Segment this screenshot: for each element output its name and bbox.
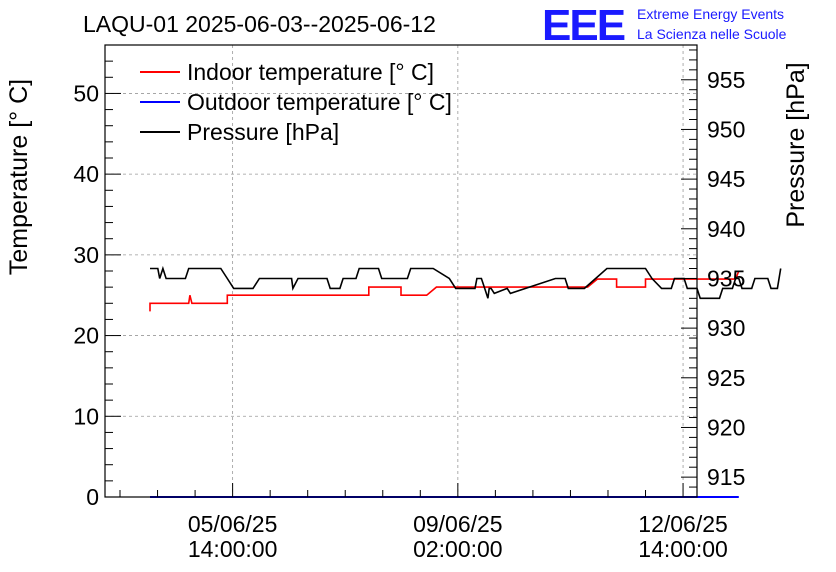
left-tick-label: 20 xyxy=(73,323,99,349)
eee-logo-mark: EEE xyxy=(542,1,625,50)
left-tick-label: 30 xyxy=(73,242,99,268)
x-tick-date: 05/06/25 xyxy=(188,511,278,537)
right-tick-label: 945 xyxy=(707,166,745,192)
right-axis-label: Pressure [hPa] xyxy=(782,62,810,227)
legend-label-0: Indoor temperature [° C] xyxy=(187,59,434,85)
right-tick-label: 935 xyxy=(707,265,745,291)
legend-label-1: Outdoor temperature [° C] xyxy=(187,89,452,115)
series xyxy=(149,265,782,498)
left-tick-label: 10 xyxy=(73,403,99,429)
x-tick-date: 09/06/25 xyxy=(413,511,503,537)
right-tick-label: 925 xyxy=(707,365,745,391)
legend: Indoor temperature [° C] Outdoor temperat… xyxy=(140,59,452,145)
eee-logo-line1: Extreme Energy Events xyxy=(637,6,784,22)
right-tick-label: 940 xyxy=(707,216,745,242)
chart-title: LAQU-01 2025-06-03--2025-06-12 xyxy=(83,11,436,37)
x-tick-date: 12/06/25 xyxy=(638,511,728,537)
x-tick-time: 14:00:00 xyxy=(188,536,278,562)
right-tick-label: 920 xyxy=(707,414,745,440)
x-tick-time: 14:00:00 xyxy=(638,536,728,562)
right-tick-label: 915 xyxy=(707,464,745,490)
right-tick-label: 930 xyxy=(707,315,745,341)
right-tick-label: 950 xyxy=(707,116,745,142)
grid xyxy=(105,45,697,497)
left-tick-label: 40 xyxy=(73,161,99,187)
series-line-2 xyxy=(150,265,782,300)
left-tick-label: 50 xyxy=(73,80,99,106)
eee-logo-line2: La Scienza nelle Scuole xyxy=(637,26,787,42)
eee-logo: EEE Extreme Energy Events La Scienza nel… xyxy=(542,1,787,50)
right-tick-label: 955 xyxy=(707,67,745,93)
left-axis: 0 10 20 30 40 50 xyxy=(73,44,121,510)
right-axis: 915 920 925 930 935 940 945 950 955 xyxy=(681,49,745,490)
x-axis: 05/06/2514:00:0009/06/2502:00:0012/06/25… xyxy=(119,483,728,562)
series-line-0 xyxy=(149,270,740,312)
legend-label-2: Pressure [hPa] xyxy=(187,119,339,145)
left-tick-label: 0 xyxy=(86,484,99,510)
x-tick-time: 02:00:00 xyxy=(413,536,503,562)
left-axis-label: Temperature [° C] xyxy=(5,79,33,275)
